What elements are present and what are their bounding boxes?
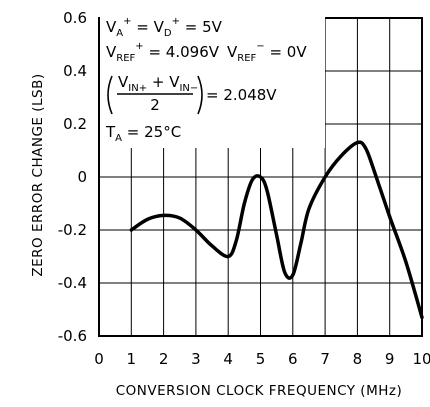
x-tick-label: 8 — [353, 350, 363, 368]
conditions-annotation: VA+ = VD+ = 5V VREF+ = 4.096V VREF− = 0V … — [100, 10, 325, 148]
x-tick-label: 5 — [256, 350, 266, 368]
annotation-line-2: VREF+ = 4.096V VREF− = 0V — [106, 41, 307, 64]
x-tick-label: 10 — [412, 350, 430, 368]
y-tick-label: -0.4 — [58, 274, 87, 292]
x-tick-label: 4 — [223, 350, 233, 368]
x-tick-label: 1 — [127, 350, 137, 368]
svg-text:VIN+ + VIN−: VIN+ + VIN− — [118, 73, 198, 94]
svg-text:2: 2 — [150, 96, 160, 114]
y-tick-label: 0 — [77, 168, 87, 186]
series-line — [129, 140, 424, 320]
annotation-line-4: TA = 25°C — [105, 123, 181, 144]
y-tick-label: -0.6 — [58, 327, 87, 345]
y-axis-label: ZERO ERROR CHANGE (LSB) — [30, 73, 46, 276]
x-tick-labels: 0 1 2 3 4 5 6 7 8 9 10 — [94, 350, 430, 368]
x-axis-label: CONVERSION CLOCK FREQUENCY (MHz) — [116, 383, 402, 399]
x-tick-label: 6 — [288, 350, 298, 368]
y-tick-label: -0.2 — [58, 221, 87, 239]
annotation-line-1: VA+ = VD+ = 5V — [106, 16, 223, 39]
y-tick-labels: 0.6 0.4 0.2 0 -0.2 -0.4 -0.6 — [58, 9, 87, 345]
y-tick-label: 0.4 — [63, 62, 87, 80]
y-tick-label: 0.2 — [63, 115, 87, 133]
x-tick-label: 7 — [320, 350, 330, 368]
x-tick-label: 0 — [94, 350, 104, 368]
svg-text:= 2.048V: = 2.048V — [206, 86, 277, 104]
x-tick-label: 3 — [191, 350, 201, 368]
y-tick-label: 0.6 — [63, 9, 87, 27]
x-tick-label: 9 — [385, 350, 395, 368]
annotation-line-3: VIN+ + VIN− 2 = 2.048V — [107, 73, 277, 115]
x-tick-label: 2 — [159, 350, 169, 368]
